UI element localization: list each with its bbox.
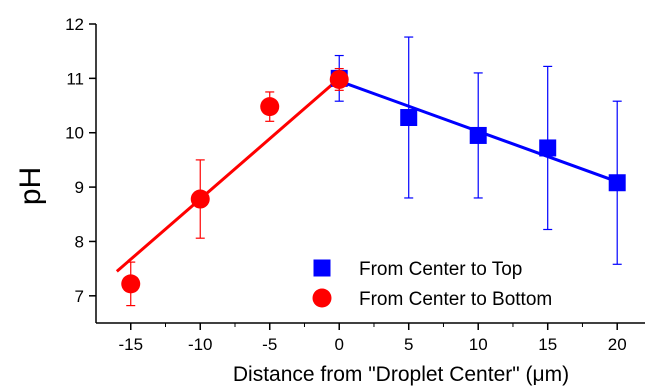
y-tick-label: 11 — [66, 69, 84, 88]
y-tick-label: 9 — [75, 178, 84, 197]
axes: 7 8 9 10 11 12 -15 -10 -5 0 5 10 15 20 — [65, 15, 645, 354]
y-tick-label: 7 — [75, 287, 84, 306]
data-point-circle — [190, 189, 210, 209]
data-point-square — [469, 126, 487, 144]
legend-label: From Center to Top — [359, 259, 522, 280]
data-markers — [121, 69, 626, 294]
x-tick-label: 0 — [334, 335, 343, 354]
fit-line — [115, 77, 341, 273]
x-tick-label: -5 — [262, 335, 277, 354]
data-point-circle — [329, 69, 349, 89]
data-point-circle — [260, 97, 280, 117]
x-tick-label: -15 — [118, 335, 143, 354]
x-tick-label: 15 — [538, 335, 557, 354]
x-tick-label: -10 — [188, 335, 213, 354]
legend-label: From Center to Bottom — [359, 289, 552, 310]
data-point-square — [400, 109, 418, 127]
data-point-square — [608, 174, 626, 192]
data-point-square — [539, 139, 557, 157]
y-tick-label: 8 — [75, 232, 84, 251]
x-tick-label: 20 — [608, 335, 627, 354]
y-axis-label: pH — [14, 167, 47, 205]
legend-marker-square — [313, 259, 331, 277]
x-axis-label: Distance from "Droplet Center" (μm) — [233, 363, 569, 386]
data-point-circle — [121, 274, 141, 294]
x-tick-label: 5 — [404, 335, 413, 354]
y-tick-label: 12 — [65, 15, 84, 34]
x-tick-label: 10 — [469, 335, 488, 354]
fit-lines — [115, 77, 618, 273]
y-tick-label: 10 — [65, 124, 84, 143]
legend-marker-circle — [312, 288, 332, 308]
legend: From Center to Top From Center to Bottom — [312, 259, 552, 310]
